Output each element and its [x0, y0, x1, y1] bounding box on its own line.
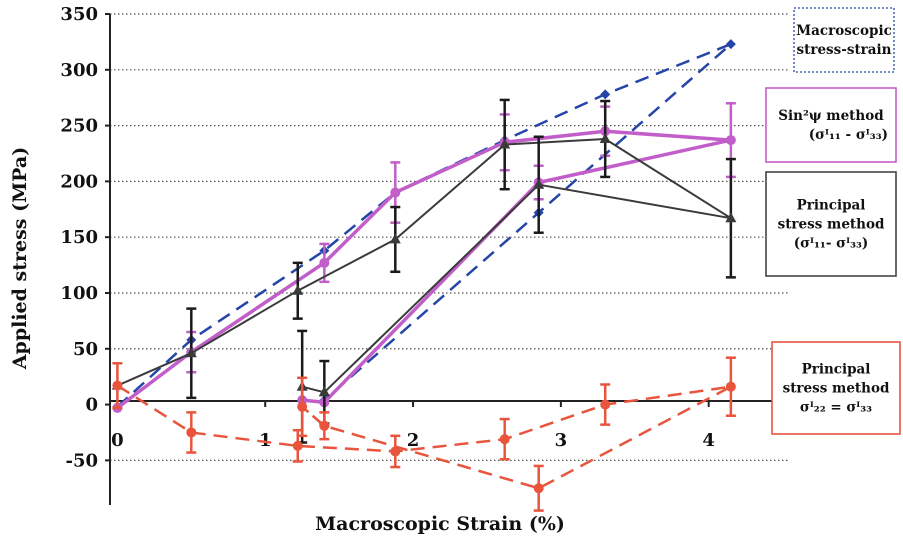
axes — [109, 14, 790, 505]
legend-label: Principal — [797, 198, 866, 214]
principal_11_33-point — [599, 132, 611, 143]
x-tick-label: 3 — [555, 430, 568, 451]
sin2psi-line — [116, 129, 733, 410]
principal_22_33-point — [319, 420, 330, 431]
x-tick-label: 4 — [702, 430, 715, 451]
legend: Macroscopic stress-strain Sin²ψ method (σᴵ₁… — [765, 7, 901, 435]
series — [111, 39, 737, 512]
series-principal_11_33 — [111, 98, 737, 444]
y-tick-label: 200 — [60, 171, 98, 192]
principal_11_33-point — [185, 347, 197, 358]
principal_11_33-point — [725, 212, 737, 223]
principal_22_33-point — [292, 440, 303, 451]
legend-label: stress method — [783, 381, 890, 397]
legend-box — [765, 87, 897, 163]
macro-line — [116, 42, 733, 408]
principal_11_33-point — [292, 284, 304, 295]
legend-label: Principal — [802, 362, 871, 378]
y-tick-label: 0 — [85, 395, 98, 416]
y-tick-label: 150 — [60, 227, 98, 248]
x-tick-label: 0 — [111, 430, 124, 451]
principal_11_33-point — [533, 178, 545, 189]
principal_22_33-point — [390, 446, 401, 457]
y-tick-label: 100 — [60, 283, 98, 304]
principal_22_33-point — [112, 380, 123, 391]
principal_22_33-point — [499, 434, 510, 445]
sin2psi-point — [319, 257, 330, 268]
y-tick-label: 250 — [60, 116, 98, 137]
principal_11_33-point — [318, 386, 330, 397]
principal_22_33-point — [725, 381, 736, 392]
x-tick-label: 2 — [407, 430, 420, 451]
y-tick-label: 300 — [60, 60, 98, 81]
legend-label: (σᴵ₁₁ - σᴵ₃₃) — [809, 127, 888, 143]
legend-label: stress method — [778, 217, 885, 233]
y-axis-title: Applied stress (MPa) — [9, 147, 31, 370]
legend-principal_22_33: Principal stress method σᴵ₂₂ = σᴵ₃₃ — [771, 341, 901, 435]
sin2psi-point — [390, 187, 401, 198]
series-sin2psi — [112, 102, 736, 413]
x-axis-title: Macroscopic Strain (%) — [315, 513, 565, 535]
legend-box — [771, 341, 901, 435]
legend-label: (σᴵ₁₁- σᴵ₃₃) — [794, 236, 869, 252]
principal_11_33-point — [499, 138, 511, 149]
legend-box — [793, 7, 895, 73]
principal_22_33-point — [297, 401, 308, 412]
y-tick-label: -50 — [65, 450, 98, 471]
y-tick-label: 350 — [60, 4, 98, 25]
principal_22_33-point — [533, 483, 544, 494]
y-tick-label: 50 — [73, 339, 98, 360]
series-macro — [112, 39, 736, 412]
legend-label: σᴵ₂₂ = σᴵ₃₃ — [800, 400, 872, 416]
legend-sin2psi: Sin²ψ method (σᴵ₁₁ - σᴵ₃₃) — [765, 87, 897, 163]
legend-label: Macroscopic — [796, 23, 892, 39]
principal_22_33-point — [186, 427, 197, 438]
sin2psi-point — [725, 135, 736, 146]
macro-point — [725, 39, 736, 50]
legend-label: Sin²ψ method — [778, 108, 884, 124]
legend-principal_11_33: Principal stress method (σᴵ₁₁- σᴵ₃₃) — [765, 171, 897, 277]
grid-lines — [110, 13, 790, 461]
legend-box — [765, 171, 897, 277]
tick-labels: 350 300 250 200 150 100 50 0 -50 0 1 2 3 4 — [60, 4, 715, 471]
legend-macro: Macroscopic stress-strain — [793, 7, 895, 73]
series-principal_22_33 — [112, 356, 736, 512]
principal_11_33-line — [116, 138, 732, 394]
principal_22_33-point — [600, 399, 611, 410]
principal_11_33-point — [389, 233, 401, 244]
macro-point — [600, 89, 611, 100]
legend-label: stress-strain — [797, 42, 892, 58]
x-tick-label: 1 — [259, 430, 272, 451]
